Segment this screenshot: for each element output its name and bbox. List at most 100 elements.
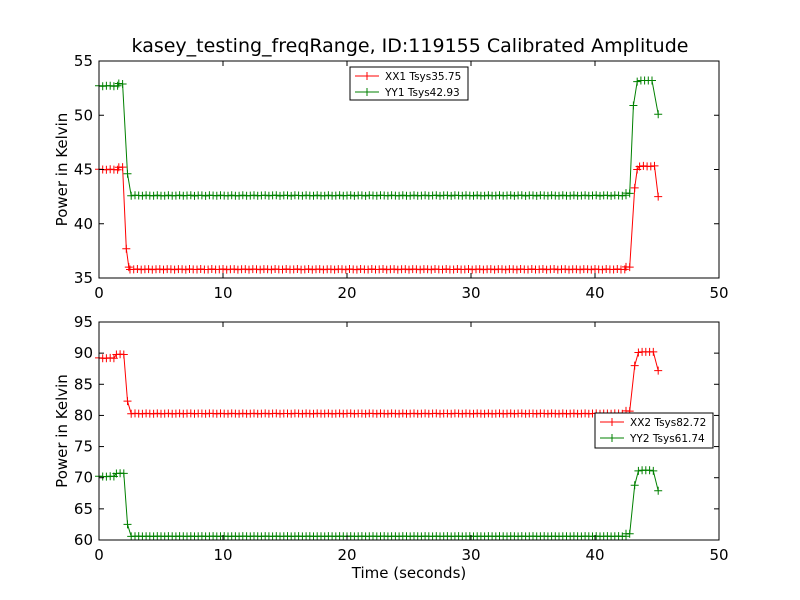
data-point [267,265,276,274]
x-axis-label: Time (seconds) [351,564,467,582]
data-point [138,191,147,200]
x-tick-label: 0 [94,546,104,564]
data-point [630,361,639,370]
data-point [201,191,210,200]
data-point [119,350,128,359]
data-point [555,191,563,200]
data-point [361,191,370,200]
x-tick-label: 50 [709,284,728,302]
y-tick-label: 35 [74,269,93,287]
x-tick-label: 20 [337,546,356,564]
legend-marker [363,72,371,80]
legend: XX1 Tsys35.75 YY1 Tsys42.93 [349,66,469,101]
data-point [272,191,281,200]
data-point [181,265,190,274]
y-axis-label: Power in Kelvin [53,374,71,488]
y-tick-label: 40 [74,215,93,233]
data-point [654,366,663,375]
y-tick-label: 55 [74,52,93,70]
data-point [123,397,132,406]
data-point [309,191,318,200]
data-point [383,191,392,200]
y-tick-label: 85 [74,375,93,393]
data-point [250,191,258,200]
y-tick-label: 65 [74,500,93,518]
data-point [304,265,313,273]
top-panel: 0 10 20 30 40 50 35 40 45 50 55 Power in Kelvin XX1 … [53,52,729,302]
y-tick-label: 45 [74,161,93,179]
data-point [287,191,296,200]
data-point [122,244,131,253]
data-point [654,486,663,495]
data-point [630,183,639,192]
x-tick-label: 30 [461,284,480,302]
y-tick-label: 80 [74,406,93,424]
data-point [432,191,441,200]
y-tick-label: 70 [74,469,93,487]
series-markers-0-0 [95,161,663,274]
series-line-1-1 [98,469,659,537]
data-point [550,265,559,273]
series-markers-1-0 [95,347,663,418]
data-point [352,265,361,274]
data-point [592,191,601,200]
data-point [119,469,128,478]
y-tick-label: 75 [74,438,93,456]
data-point [219,265,227,273]
chart-title: kasey_testing_freqRange, ID:119155 Calib… [132,35,689,57]
data-point [464,265,473,273]
data-point [224,191,232,200]
legend-box [594,412,714,449]
data-point [633,77,642,86]
data-point [634,348,643,357]
data-point [650,161,659,170]
data-point [186,191,195,200]
series-markers-0-1 [95,76,663,200]
series-line-0-0 [98,165,659,271]
data-point [335,191,344,200]
data-point [293,265,302,273]
data-point [635,162,644,171]
x-tick-label: 10 [213,284,232,302]
data-point [648,76,656,85]
y-tick-label: 95 [74,313,93,331]
data-point [598,265,607,274]
data-point [543,191,552,200]
data-point [427,265,436,274]
legend-marker [363,88,371,96]
data-point [587,265,596,274]
y-axis-label: Power in Kelvin [53,113,71,227]
data-point [625,529,634,538]
data-point [654,192,663,201]
legend-marker [608,434,616,442]
x-tick-label: 40 [585,284,604,302]
plot-frame [98,321,720,541]
legend-label: YY2 Tsys61.74 [629,433,705,445]
data-point [118,80,127,88]
data-point [538,265,547,273]
data-point [324,191,333,200]
data-point [532,191,541,200]
data-point [469,191,478,200]
data-point [625,189,634,198]
data-point [118,163,127,172]
data-point [607,191,616,200]
data-point [379,265,387,273]
x-tick-label: 40 [585,546,604,564]
data-point [410,191,418,200]
y-tick-label: 50 [74,106,93,124]
legend-label: XX2 Tsys82.72 [630,417,706,429]
legend-marker [608,418,616,426]
data-point [123,520,132,529]
data-point [164,191,173,200]
data-point [109,82,118,91]
data-point [517,191,526,200]
data-point [113,81,122,90]
x-tick-label: 10 [213,546,232,564]
data-point [133,265,142,273]
legend-label: YY1 Tsys42.93 [384,87,460,99]
data-point [629,101,638,110]
data-point [341,265,350,274]
x-tick-label: 0 [94,284,104,302]
